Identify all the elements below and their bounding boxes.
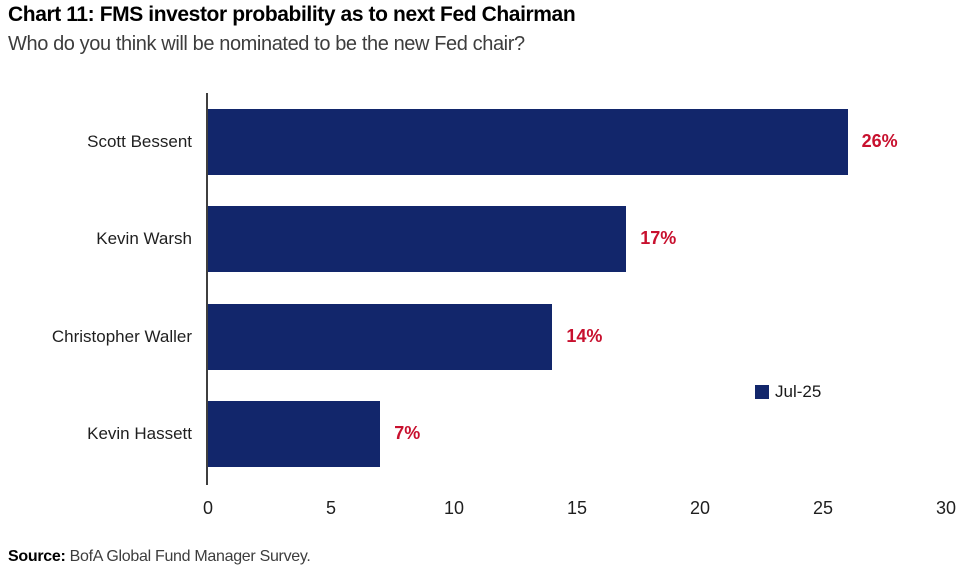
x-tick-label: 5	[325, 498, 337, 518]
bar	[208, 206, 627, 273]
x-tick-label: 15	[566, 498, 588, 518]
bar	[208, 303, 553, 370]
x-tick-label: 25	[812, 498, 834, 518]
value-label: 17%	[640, 228, 677, 249]
legend-label: Jul-25	[775, 382, 822, 401]
x-tick-label: 0	[202, 498, 214, 518]
bar	[208, 401, 381, 468]
source-label: Source:	[8, 548, 66, 565]
chart-title: Chart 11: FMS investor probability as to…	[8, 3, 576, 26]
value-label: 7%	[394, 423, 421, 444]
category-label: Kevin Warsh	[96, 229, 192, 249]
category-label: Christopher Waller	[51, 326, 192, 346]
category-label: Kevin Hassett	[87, 424, 192, 444]
x-tick-label: 30	[935, 498, 957, 518]
y-axis-line	[206, 93, 208, 485]
value-label: 14%	[566, 325, 603, 346]
legend-swatch-icon	[755, 385, 769, 399]
source-line: Source: BofA Global Fund Manager Survey.	[8, 548, 311, 566]
category-label: Scott Bessent	[87, 131, 192, 151]
chart-subtitle: Who do you think will be nominated to be…	[8, 33, 525, 55]
bar	[208, 108, 848, 175]
value-label: 26%	[861, 130, 898, 151]
source-text: BofA Global Fund Manager Survey.	[65, 548, 311, 565]
x-tick-label: 10	[443, 498, 465, 518]
x-tick-label: 20	[689, 498, 711, 518]
legend: Jul-25	[755, 382, 821, 402]
